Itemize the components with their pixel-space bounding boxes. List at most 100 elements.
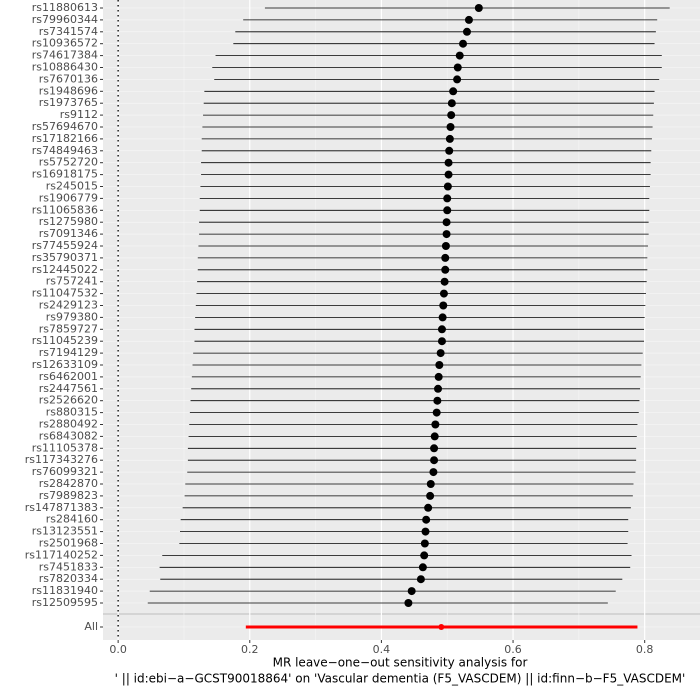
point [422,515,431,524]
y-tick-label: rs7989823 [39,489,98,502]
y-tick-label: rs76099321 [32,465,98,478]
x-axis-title: MR leave−one−out sensitivity analysis fo… [273,656,528,670]
y-tick-label: rs9112 [60,108,98,121]
y-tick-label: All [84,620,98,633]
point [431,420,440,429]
y-tick-label: rs2501968 [39,537,98,550]
panel [103,0,700,640]
point [433,396,442,405]
y-tick-label: rs11105378 [32,441,98,454]
point [421,527,430,536]
y-tick-label: rs757241 [46,275,98,288]
point [442,230,451,239]
point [446,123,455,131]
y-tick-label: rs7091346 [39,227,98,240]
point [453,75,462,84]
point [464,15,473,24]
y-tick-label: rs1948696 [39,84,98,97]
y-tick-label: rs1973765 [39,96,98,109]
y-tick-label: rs5752720 [39,156,98,169]
x-tick-label: 0.6 [504,643,522,656]
point [435,361,444,369]
y-tick-label: rs2842870 [39,477,98,490]
y-tick-label: rs6843082 [39,429,98,442]
y-tick-label: rs11065836 [32,203,98,216]
point [416,575,425,584]
y-tick-label: rs2526620 [39,394,98,407]
point [429,468,438,477]
y-tick-label: rs11047532 [32,287,98,300]
point [444,158,453,167]
y-tick-label: rs147871383 [25,501,98,514]
point [453,63,462,72]
point [438,313,447,322]
y-tick-label: rs74849463 [32,144,98,157]
x-tick-label: 0.4 [373,643,391,656]
point [430,456,439,465]
x-tick-label: 0.0 [109,643,127,656]
point [407,587,416,596]
point [418,563,427,572]
y-tick-label: rs10886430 [32,61,98,74]
point [426,480,435,488]
point [439,289,448,298]
point [445,146,454,155]
y-tick-label: rs7341574 [39,25,98,38]
x-tick-label: 0.8 [636,643,654,656]
point [434,372,443,381]
y-tick-label: rs7820334 [39,572,98,585]
y-tick-label: rs2447561 [39,382,98,395]
point [436,349,445,358]
point [441,253,450,262]
point [443,194,452,203]
y-tick-label: rs12633109 [32,358,98,371]
y-tick-label: rs16918175 [32,168,98,181]
point [441,265,450,274]
y-tick-label: rs1275980 [39,215,98,228]
y-tick-label: rs35790371 [32,251,98,264]
point [440,277,449,286]
point [430,432,439,441]
point [420,551,429,560]
point [474,4,483,12]
x-tick-label: 0.2 [241,643,259,656]
y-tick-label: rs117343276 [25,453,98,466]
point [455,51,464,60]
y-tick-label: rs11045239 [32,334,98,347]
y-tick-label: rs12509595 [32,596,98,609]
y-tick-label: rs13123551 [32,525,98,538]
x-axis-title: ' || id:ebi−a−GCST90018864' on 'Vascular… [115,672,686,686]
point [443,206,452,215]
point [441,242,450,250]
point [434,384,443,393]
y-tick-label: rs284160 [46,513,98,526]
point [447,111,456,120]
y-tick-label: rs57694670 [32,120,98,133]
y-tick-label: rs7670136 [39,72,98,85]
point [447,99,456,108]
y-tick-label: rs7859727 [39,322,98,335]
point [445,134,454,143]
point [459,39,468,48]
point [444,170,453,179]
point [443,182,452,191]
point [426,491,435,500]
y-tick-label: rs6462001 [39,370,98,383]
y-tick-label: rs880315 [46,406,98,419]
point [449,87,458,96]
point [432,408,441,417]
point [420,539,429,548]
y-tick-label: rs2429123 [39,299,98,312]
summary-point [438,624,445,630]
point [462,27,471,36]
y-tick-label: rs74617384 [32,49,98,62]
point [442,218,451,227]
y-tick-label: rs7451833 [39,560,98,573]
y-tick-label: rs12445022 [32,263,98,276]
y-tick-label: rs79960344 [32,13,98,26]
y-tick-label: rs117140252 [25,548,98,561]
point [437,337,446,346]
point [430,444,439,453]
point [404,599,413,607]
